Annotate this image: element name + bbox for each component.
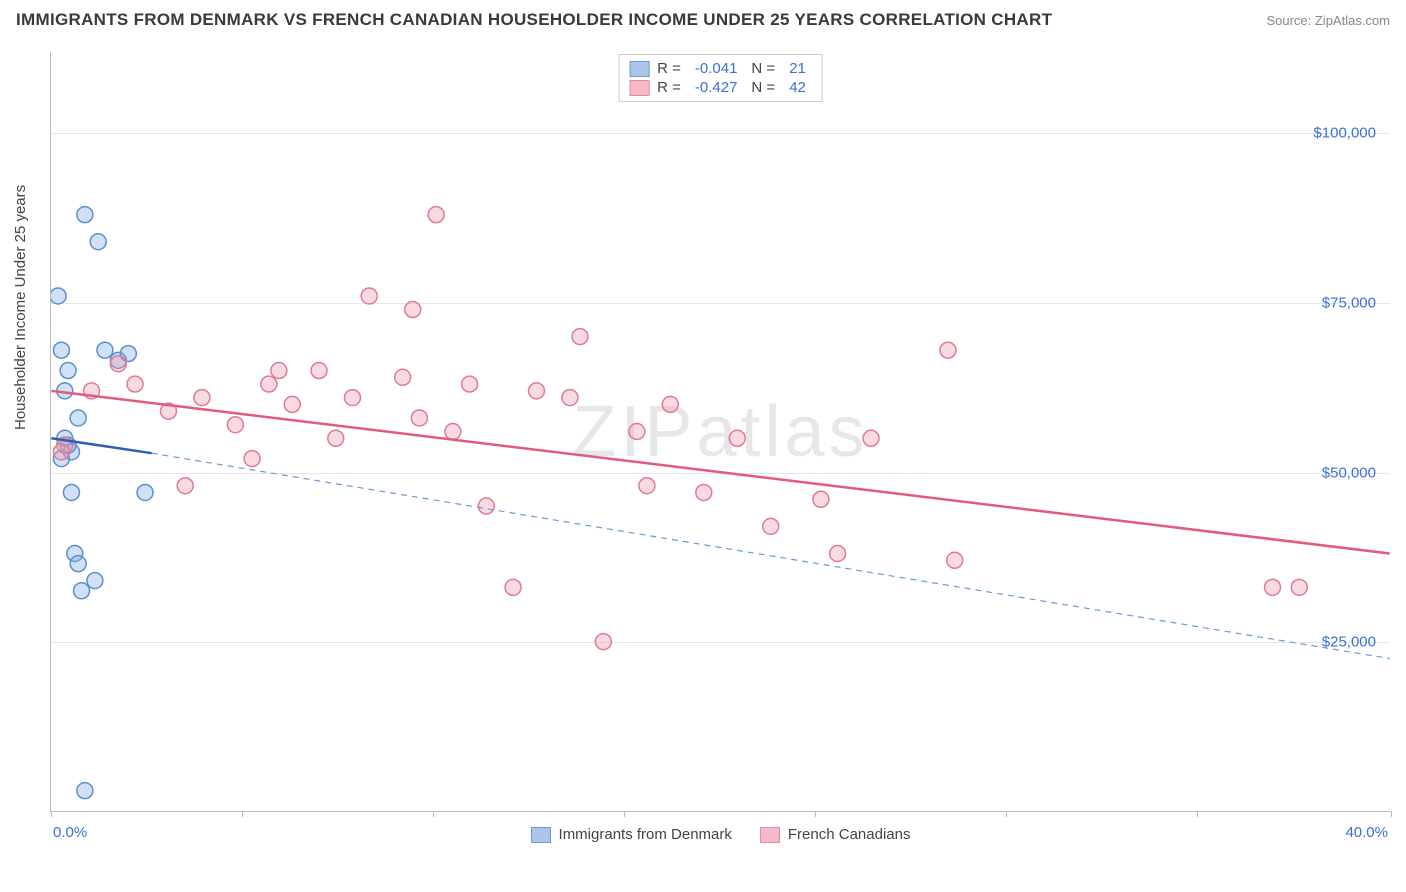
y-axis-label: Householder Income Under 25 years xyxy=(12,185,29,430)
data-point xyxy=(344,390,360,406)
data-point xyxy=(813,491,829,507)
data-point xyxy=(428,207,444,223)
data-point xyxy=(63,485,79,501)
trend-line-extrapolated xyxy=(152,453,1390,658)
data-point xyxy=(328,430,344,446)
x-tick xyxy=(51,811,52,817)
data-point xyxy=(127,376,143,392)
data-point xyxy=(137,485,153,501)
data-point xyxy=(629,424,645,440)
data-point xyxy=(763,518,779,534)
legend-n-value: 42 xyxy=(789,79,806,96)
data-point xyxy=(529,383,545,399)
data-point xyxy=(411,410,427,426)
data-point xyxy=(87,573,103,589)
data-point xyxy=(1265,579,1281,595)
data-point xyxy=(572,329,588,345)
chart-plot-area: ZIPatlas R = -0.041 N = 21 R = -0.427 N … xyxy=(50,52,1390,812)
data-point xyxy=(70,410,86,426)
source-label: Source: ZipAtlas.com xyxy=(1266,13,1390,28)
series-legend: Immigrants from Denmark French Canadians xyxy=(531,826,911,843)
data-point xyxy=(53,342,69,358)
correlation-legend: R = -0.041 N = 21 R = -0.427 N = 42 xyxy=(618,54,823,102)
chart-title: IMMIGRANTS FROM DENMARK VS FRENCH CANADI… xyxy=(16,10,1052,30)
legend-n-label: N = xyxy=(751,60,775,77)
data-point xyxy=(947,552,963,568)
data-point xyxy=(639,478,655,494)
x-tick xyxy=(624,811,625,817)
x-tick xyxy=(433,811,434,817)
data-point xyxy=(1291,579,1307,595)
data-point xyxy=(562,390,578,406)
x-tick xyxy=(242,811,243,817)
legend-item-label: French Canadians xyxy=(788,826,911,843)
x-tick xyxy=(1006,811,1007,817)
x-axis-min-label: 0.0% xyxy=(53,824,87,841)
data-point xyxy=(51,288,66,304)
data-point xyxy=(595,634,611,650)
data-point xyxy=(361,288,377,304)
x-tick xyxy=(1391,811,1392,817)
legend-n-label: N = xyxy=(751,79,775,96)
data-point xyxy=(284,396,300,412)
data-point xyxy=(227,417,243,433)
data-point xyxy=(177,478,193,494)
legend-r-label: R = xyxy=(657,79,681,96)
legend-item: Immigrants from Denmark xyxy=(531,826,732,843)
data-point xyxy=(478,498,494,514)
data-point xyxy=(830,545,846,561)
legend-r-label: R = xyxy=(657,60,681,77)
legend-r-value: -0.041 xyxy=(695,60,738,77)
data-point xyxy=(60,363,76,379)
swatch-icon xyxy=(629,80,649,96)
data-point xyxy=(729,430,745,446)
swatch-icon xyxy=(760,827,780,843)
data-point xyxy=(505,579,521,595)
swatch-icon xyxy=(531,827,551,843)
trend-line xyxy=(51,391,1389,554)
data-point xyxy=(696,485,712,501)
legend-row: R = -0.041 N = 21 xyxy=(629,59,812,78)
data-point xyxy=(90,234,106,250)
data-point xyxy=(405,302,421,318)
x-axis-max-label: 40.0% xyxy=(1345,824,1388,841)
data-point xyxy=(271,363,287,379)
data-point xyxy=(70,556,86,572)
x-tick xyxy=(815,811,816,817)
x-tick xyxy=(1197,811,1198,817)
data-point xyxy=(462,376,478,392)
data-point xyxy=(863,430,879,446)
data-point xyxy=(77,783,93,799)
legend-row: R = -0.427 N = 42 xyxy=(629,78,812,97)
data-point xyxy=(244,451,260,467)
data-point xyxy=(194,390,210,406)
data-point xyxy=(940,342,956,358)
data-point xyxy=(395,369,411,385)
scatter-svg xyxy=(51,52,1390,811)
data-point xyxy=(261,376,277,392)
data-point xyxy=(110,356,126,372)
data-point xyxy=(97,342,113,358)
data-point xyxy=(445,424,461,440)
swatch-icon xyxy=(629,61,649,77)
legend-r-value: -0.427 xyxy=(695,79,738,96)
data-point xyxy=(74,583,90,599)
data-point xyxy=(662,396,678,412)
legend-item-label: Immigrants from Denmark xyxy=(559,826,732,843)
data-point xyxy=(311,363,327,379)
legend-item: French Canadians xyxy=(760,826,911,843)
data-point xyxy=(77,207,93,223)
legend-n-value: 21 xyxy=(789,60,806,77)
